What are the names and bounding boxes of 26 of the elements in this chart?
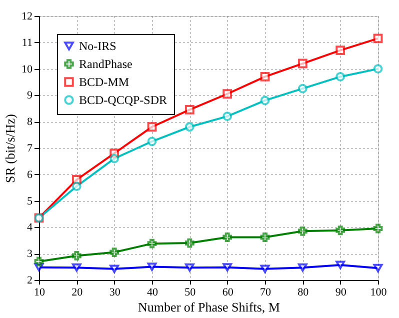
x-tick-label: 90 [335, 286, 347, 298]
legend-label: RandPhase [79, 57, 132, 71]
x-tick-label: 30 [109, 286, 121, 298]
y-tick-label: 10 [22, 63, 33, 76]
x-tick-label: 70 [260, 286, 272, 298]
y-tick-label: 8 [27, 116, 33, 128]
x-axis-title: Number of Phase Shifts, M [138, 300, 280, 314]
x-tick-label: 100 [370, 286, 388, 298]
y-axis-title: SR (bit/s/Hz) [2, 114, 18, 183]
y-tick-label: 7 [27, 142, 33, 154]
y-tick-label: 3 [27, 248, 33, 260]
y-tick-label: 11 [22, 36, 32, 49]
y-tick-label: 4 [27, 222, 33, 234]
y-tick-label: 9 [27, 90, 33, 102]
y-tick-label: 2 [27, 274, 32, 286]
x-tick-label: 80 [298, 286, 310, 298]
x-tick-label: 50 [184, 286, 196, 298]
x-tick-label: 60 [222, 286, 234, 298]
y-tick-label: 12 [22, 10, 32, 22]
legend-label: BCD-QCQP-SDR [79, 93, 168, 107]
x-tick-label: 20 [72, 286, 84, 298]
y-tick-label: 5 [27, 195, 33, 208]
x-tick-label: 40 [147, 286, 158, 298]
legend-label: BCD-MM [79, 75, 130, 89]
legend-label: No-IRS [79, 39, 116, 53]
y-tick-label: 6 [27, 168, 33, 181]
